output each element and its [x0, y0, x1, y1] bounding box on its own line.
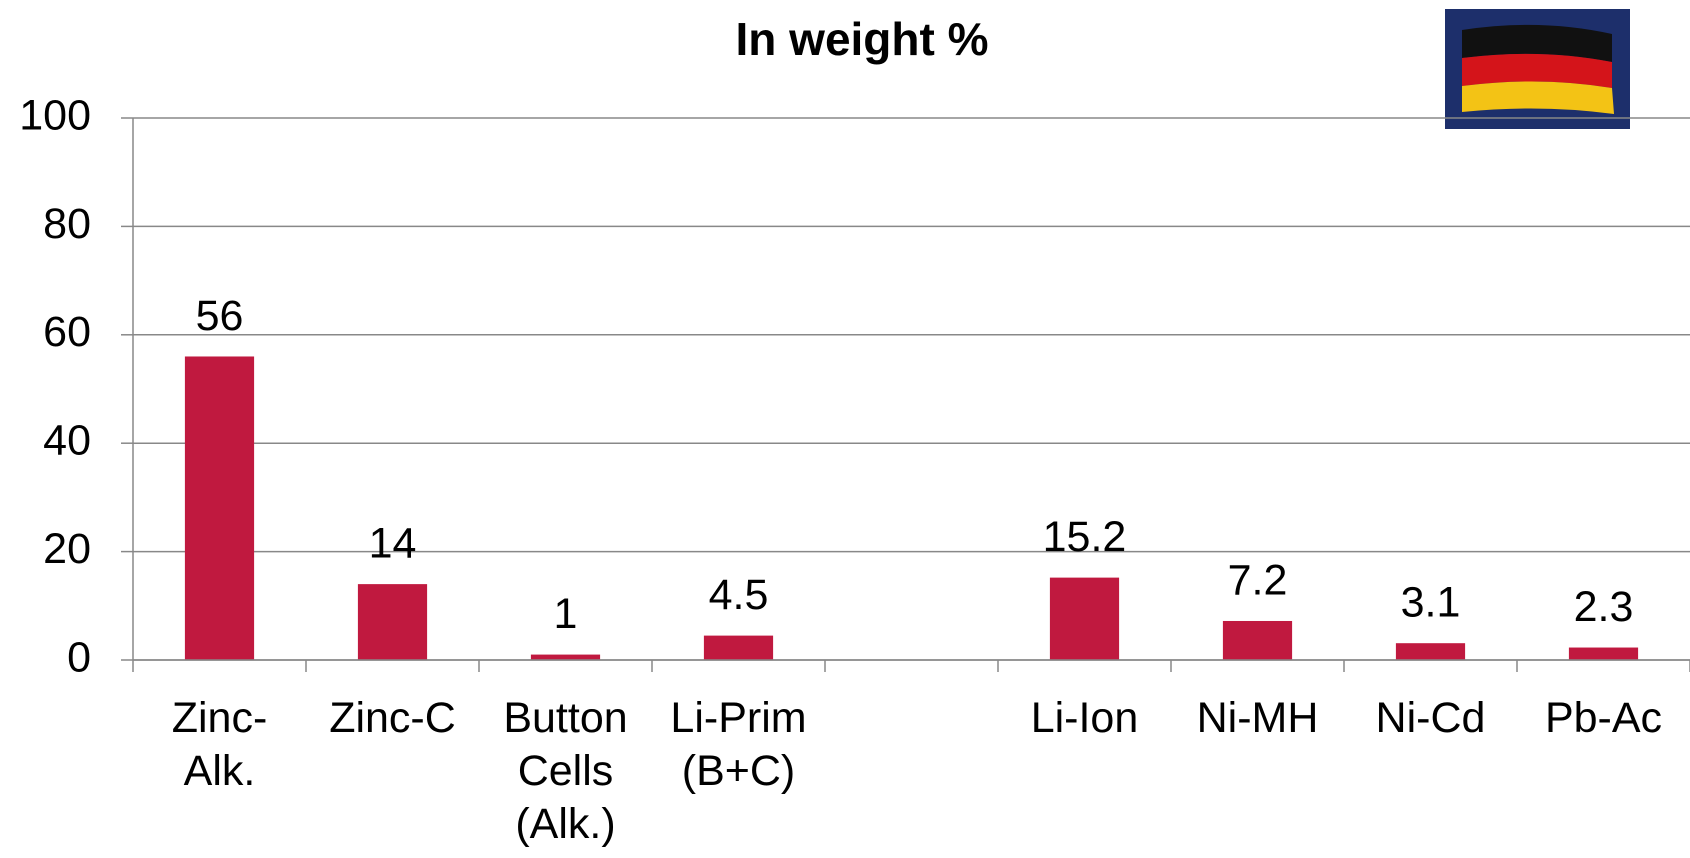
chart-title: In weight %: [736, 13, 989, 65]
y-tick-label: 100: [19, 91, 91, 139]
bar: [1395, 643, 1466, 660]
data-label: 1: [554, 590, 578, 638]
y-tick-label: 0: [67, 633, 91, 681]
x-tick-label: Li-Prim (B+C): [670, 694, 807, 795]
bar: [357, 584, 428, 660]
bar: [1222, 620, 1293, 660]
y-tick-label: 80: [43, 200, 91, 248]
data-label: 7.2: [1228, 556, 1288, 604]
bar: [184, 356, 255, 660]
bar: [530, 654, 601, 660]
bar: [703, 635, 774, 660]
y-tick-label: 20: [43, 525, 91, 573]
data-label: 3.1: [1401, 579, 1461, 627]
flag: [1445, 9, 1630, 129]
data-label: 15.2: [1043, 513, 1127, 561]
y-tick-label: 40: [43, 417, 91, 465]
x-tick-label: Ni-Cd: [1375, 694, 1486, 742]
x-tick-label: Zinc-C: [329, 694, 456, 742]
bar: [1568, 647, 1639, 660]
y-tick-label: 60: [43, 308, 91, 356]
x-tick-label: Ni-MH: [1196, 694, 1319, 742]
x-tick-label: Button Cells (Alk.): [503, 694, 628, 848]
data-label: 56: [196, 292, 244, 340]
data-label: 2.3: [1574, 583, 1634, 631]
bar: [1049, 577, 1120, 660]
x-tick-label: Pb-Ac: [1544, 694, 1663, 742]
x-tick-label: Zinc- Alk.: [171, 694, 268, 795]
data-label: 14: [369, 519, 417, 567]
data-label: 4.5: [709, 571, 769, 619]
x-tick-label: Li-Ion: [1030, 694, 1139, 742]
